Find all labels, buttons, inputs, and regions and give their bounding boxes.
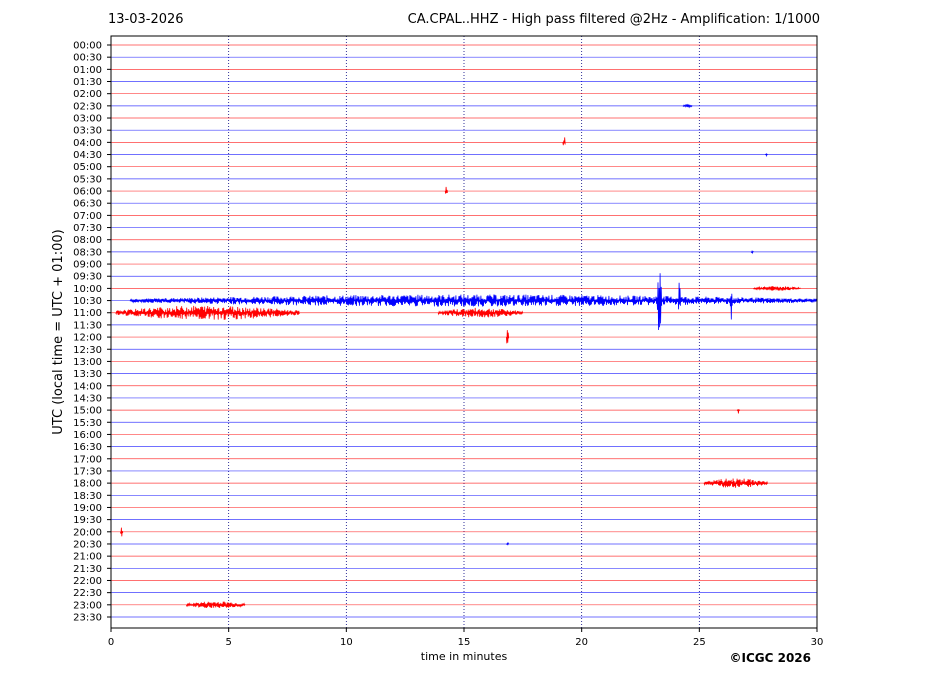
seismic-event <box>703 478 768 488</box>
y-tick-label: 03:00 <box>73 114 102 125</box>
plot-frame <box>110 35 818 629</box>
x-tick-label: 15 <box>458 637 471 648</box>
y-tick-label: 06:00 <box>73 187 102 198</box>
seismic-event <box>750 249 754 255</box>
y-tick-label: 05:30 <box>73 174 102 185</box>
chart-date: 13-03-2026 <box>108 12 184 27</box>
y-tick-label: 02:30 <box>73 101 102 112</box>
y-tick-label: 21:00 <box>73 552 102 563</box>
y-tick-label: 21:30 <box>73 564 102 575</box>
seismic-event <box>677 282 681 310</box>
y-tick-label: 22:30 <box>73 588 102 599</box>
copyright-label: ©ICGC 2026 <box>729 651 811 665</box>
y-tick-label: 18:30 <box>73 491 102 502</box>
y-tick-label: 07:30 <box>73 223 102 234</box>
y-tick-label: 11:30 <box>73 320 102 331</box>
y-tick-label: 00:00 <box>73 41 102 52</box>
seismic-event <box>506 330 510 344</box>
seismic-event <box>765 152 768 158</box>
y-tick-label: 00:30 <box>73 53 102 64</box>
y-tick-label: 02:00 <box>73 89 102 100</box>
y-tick-label: 10:30 <box>73 296 102 307</box>
y-tick-label: 17:00 <box>73 454 102 465</box>
seismic-event <box>729 293 733 320</box>
y-tick-label: 12:30 <box>73 345 102 356</box>
x-axis-label: time in minutes <box>421 650 508 663</box>
seismic-event <box>120 527 124 537</box>
y-tick-label: 16:30 <box>73 442 102 453</box>
traces-layer <box>111 44 818 618</box>
x-tick-label: 10 <box>340 637 353 648</box>
y-tick-label: 04:30 <box>73 150 102 161</box>
y-tick-label: 06:30 <box>73 199 102 210</box>
seismic-event <box>753 285 801 291</box>
seismic-event <box>185 601 246 609</box>
y-tick-label: 14:30 <box>73 393 102 404</box>
y-tick-label: 23:00 <box>73 600 102 611</box>
y-tick-label: 14:00 <box>73 381 102 392</box>
x-tick-label: 30 <box>811 637 824 648</box>
y-tick-label: 13:30 <box>73 369 102 380</box>
seismic-event <box>129 294 818 307</box>
x-tick-label: 20 <box>575 637 588 648</box>
seismic-event <box>437 307 524 318</box>
y-tick-label: 18:00 <box>73 479 102 490</box>
y-tick-label: 12:00 <box>73 333 102 344</box>
y-tick-label: 15:30 <box>73 418 102 429</box>
seismic-event <box>562 137 566 146</box>
y-tick-label: 09:00 <box>73 260 102 271</box>
y-tick-label: 04:00 <box>73 138 102 149</box>
seismic-event <box>506 541 510 546</box>
y-tick-label: 19:00 <box>73 503 102 514</box>
y-tick-label: 13:00 <box>73 357 102 368</box>
x-axis: 0 5 10 15 20 25 30 <box>108 628 824 648</box>
y-tick-label: 09:30 <box>73 272 102 283</box>
seismic-event <box>736 409 740 414</box>
y-tick-label: 17:30 <box>73 466 102 477</box>
y-tick-label: 01:00 <box>73 65 102 76</box>
y-tick-label: 22:00 <box>73 576 102 587</box>
y-tick-label: 15:00 <box>73 406 102 417</box>
y-tick-label: 07:00 <box>73 211 102 222</box>
y-tick-label: 08:00 <box>73 235 102 246</box>
y-tick-label: 16:00 <box>73 430 102 441</box>
seismic-event <box>444 186 448 194</box>
y-tick-label: 05:00 <box>73 162 102 173</box>
x-tick-label: 5 <box>225 637 231 648</box>
y-axis-label: UTC (local time = UTC + 01:00) <box>51 229 66 434</box>
y-tick-label: 11:00 <box>73 308 102 319</box>
seismic-event <box>656 273 663 331</box>
grid-layer <box>228 36 700 628</box>
y-tick-label: 01:30 <box>73 77 102 88</box>
y-tick-label: 10:00 <box>73 284 102 295</box>
y-tick-label: 20:30 <box>73 539 102 550</box>
seismic-event <box>682 103 693 109</box>
x-tick-label: 25 <box>693 637 706 648</box>
x-tick-label: 0 <box>108 637 114 648</box>
y-tick-label: 03:30 <box>73 126 102 137</box>
chart-title: CA.CPAL..HHZ - High pass filtered @2Hz -… <box>407 12 820 27</box>
seismic-event <box>115 305 300 320</box>
y-tick-label: 19:30 <box>73 515 102 526</box>
y-tick-label: 08:30 <box>73 247 102 258</box>
y-tick-label: 20:00 <box>73 527 102 538</box>
y-tick-label: 23:30 <box>73 612 102 623</box>
